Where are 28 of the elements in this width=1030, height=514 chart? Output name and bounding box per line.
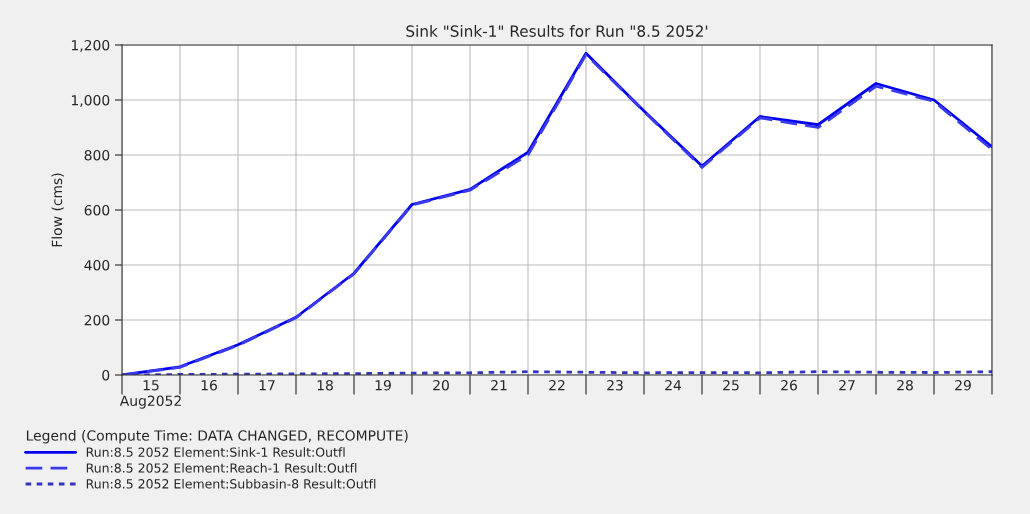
x-tick-label: 23 [607,379,623,391]
x-tick-label: 19 [375,379,391,391]
y-axis-title: Flow (cms) [51,173,64,247]
y-tick-label: 1,200 [71,39,110,52]
y-tick-label: 0 [102,369,110,381]
x-tick-label: 15 Aug2052 [119,380,181,409]
x-tick-label: 21 [491,379,507,391]
y-tick-label: 1,000 [71,94,110,107]
legend-title: Legend (Compute Time: DATA CHANGED, RECOMPUTE) [26,430,408,444]
chart-title: Sink "Sink-1" Results for Run "8.5 2052' [406,25,708,37]
legend-label: Run:8.5 2052 Element:Reach-1 Result:Outfl [86,463,357,473]
x-tick-label: 16 [201,379,217,391]
x-tick-label: 25 [723,379,739,391]
x-tick-label: 20 [433,379,449,391]
x-tick-label: 24 [665,379,682,391]
x-tick-label: 18 [317,379,333,391]
x-tick-label: 17 [259,380,275,391]
legend-label: Run:8.5 2052 Element:Subbasin-8 Result:Outfl [86,478,376,489]
y-tick-label: 200 [84,314,110,326]
y-tick-label: 800 [84,149,110,161]
x-tick-label: 27 [839,379,855,391]
x-tick-label: 29 [955,379,971,391]
x-tick-label: 22 [549,379,565,391]
y-tick-label: 400 [84,259,110,271]
x-tick-label: 26 [781,379,797,391]
y-tick-label: 600 [84,204,110,216]
legend-label: Run:8.5 2052 Element:Sink-1 Result:Outfl [86,447,345,457]
x-tick-label: 28 [897,379,913,391]
